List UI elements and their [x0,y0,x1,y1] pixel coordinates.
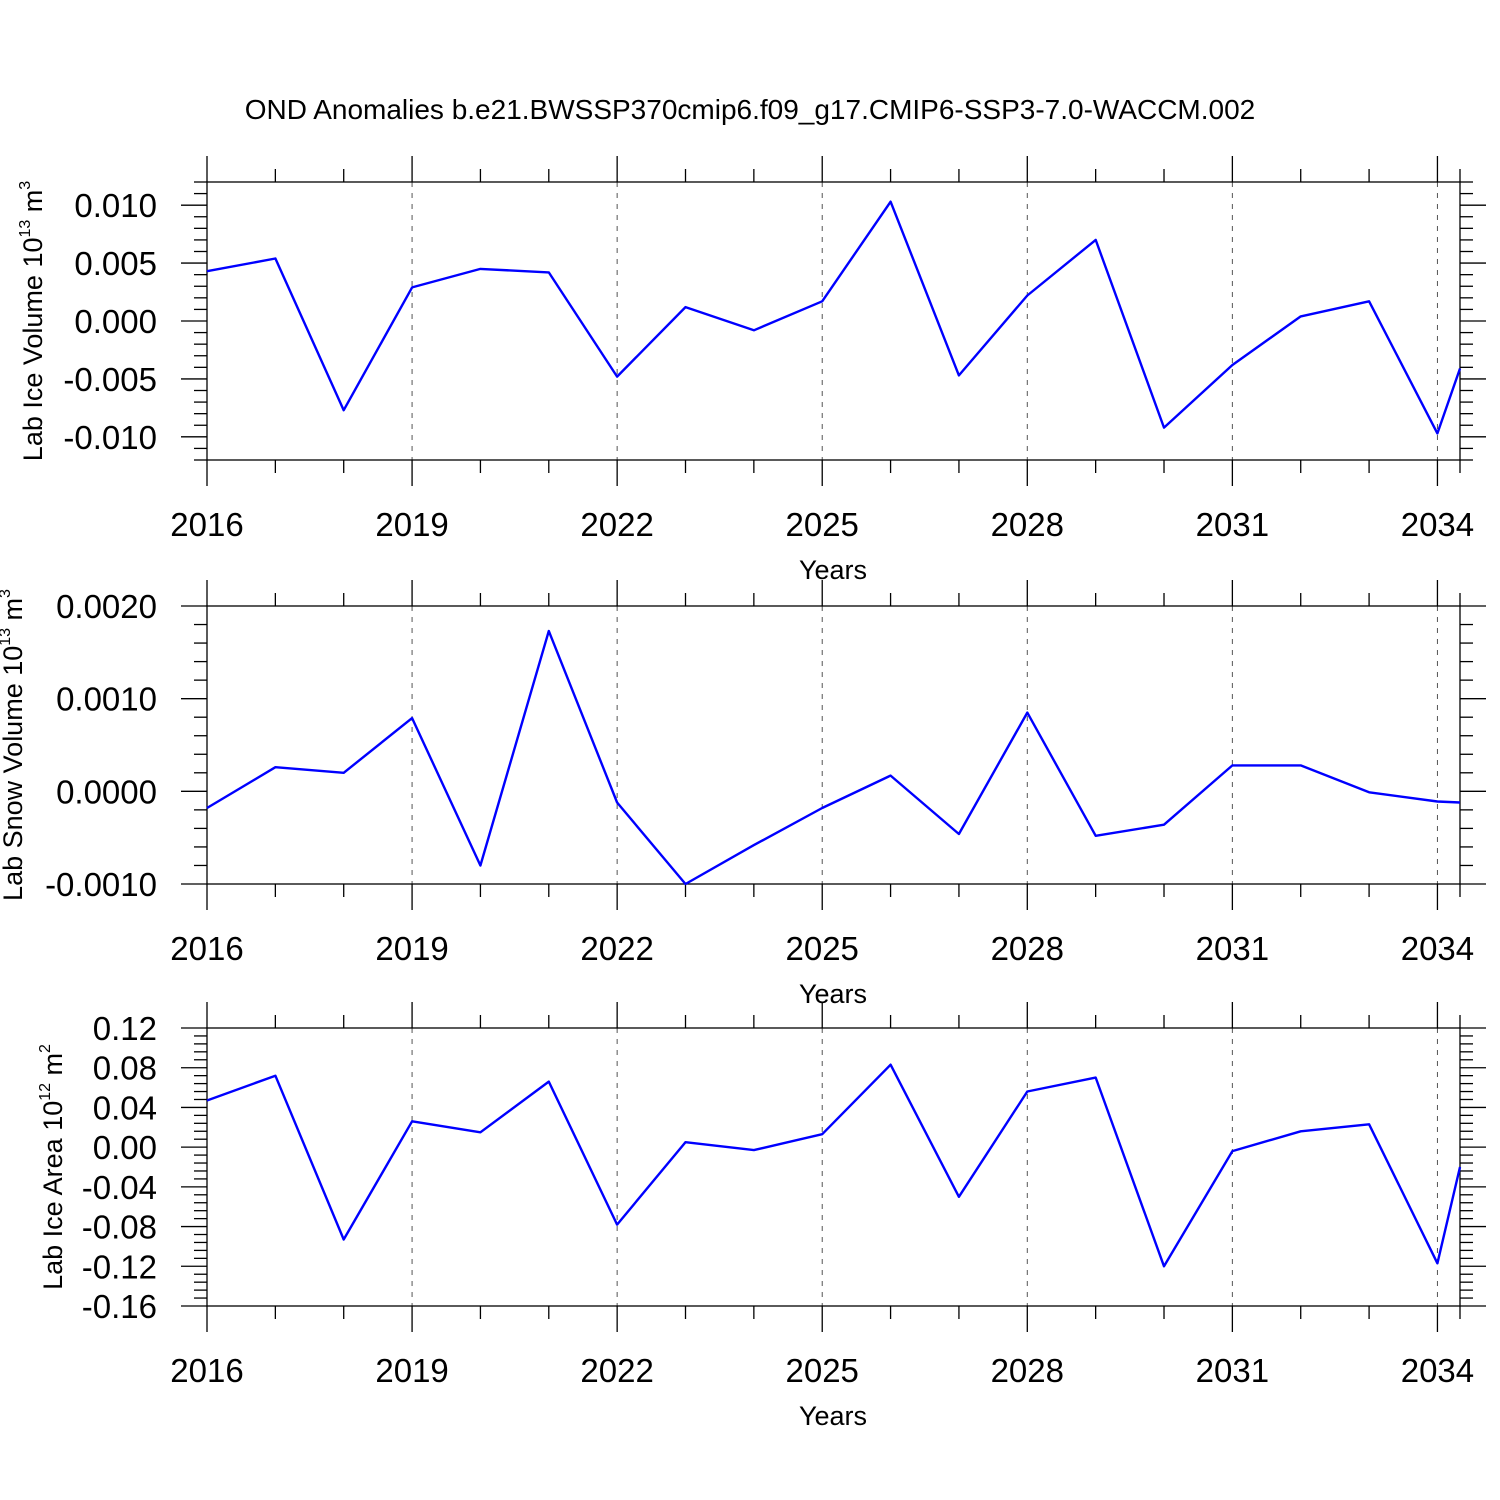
x-axis-label: Years [799,979,867,1009]
y-axis-label-text: m [18,190,48,220]
x-tick-label: 2028 [991,930,1064,967]
y-tick-label: -0.08 [82,1209,157,1246]
y-tick-label: 0.005 [74,245,157,282]
panel-ice-area: 2016 2019 2022 2025 2028 2031 2034Years-0.16-0… [37,1002,1486,1431]
x-tick-label: 2025 [786,1352,859,1389]
y-axis-label-superscript: 2 [37,1044,54,1053]
series-line-ice-volume [206,200,1462,435]
x-tick-label: 2031 [1196,1352,1269,1389]
x-tick-label: 2034 [1401,506,1474,543]
y-tick-label: 0.12 [93,1010,157,1047]
y-tick-label: -0.04 [82,1169,157,1206]
plot-frame [206,1027,1461,1307]
y-tick-label: 0.00 [93,1129,157,1166]
y-axis-label-text: Lab Ice Volume 10 [18,238,48,462]
y-axis-label-superscript: 12 [37,1083,54,1101]
y-tick-label: 0.0020 [56,588,157,625]
y-axis-label-superscript: 13 [17,220,34,238]
y-tick-label: 0.000 [74,303,157,340]
y-tick-label: 0.0010 [56,681,157,718]
plot-frame [206,605,1461,885]
y-tick-label: 0.08 [93,1050,157,1087]
y-axis-label-superscript: 3 [0,589,14,598]
y-axis-label-text: m [38,1053,68,1083]
y-axis-label-text: Lab Snow Volume 10 [0,646,28,901]
x-tick-label: 2016 [170,506,243,543]
x-axis-label: Years [799,555,867,585]
y-tick-label: -0.005 [63,361,157,398]
x-tick-label: 2019 [375,1352,448,1389]
y-tick-label: -0.16 [82,1288,157,1325]
series-line-ice-area [206,1063,1462,1268]
y-axis-label-text: m [0,598,28,628]
y-axis-label-superscript: 3 [17,181,34,190]
chart-title: OND Anomalies b.e21.BWSSP370cmip6.f09_g1… [245,94,1256,125]
x-tick-label: 2025 [786,506,859,543]
y-tick-label: -0.12 [82,1248,157,1285]
y-axis-label-text: Lab Ice Area 10 [38,1101,68,1290]
panels: 2016 2019 2022 2025 2028 2031 2034 Years -0.010 -… [0,156,1486,1431]
x-tick-label: 2025 [786,930,859,967]
x-tick-label: 2031 [1196,930,1269,967]
y-tick-label: -0.010 [63,419,157,456]
x-tick-label: 2016 [170,1352,243,1389]
y-axis-label: Lab Ice Area 1012 m2 [37,1044,68,1290]
series-line-snow-volume [206,629,1461,886]
plot-frame [206,181,1461,461]
y-tick-label: -0.0010 [45,866,157,903]
y-axis-label: Lab Ice Volume 1013 m3 [17,181,48,461]
x-tick-label: 2019 [375,930,448,967]
panel-ice-volume: 2016 2019 2022 2025 2028 2031 2034 Years -0.010 -… [17,156,1486,585]
x-tick-label: 2016 [170,930,243,967]
x-tick-label: 2034 [1401,1352,1474,1389]
y-axis-label: Lab Snow Volume 1013 m3 [0,589,28,901]
x-tick-label: 2031 [1196,506,1269,543]
x-tick-label: 2028 [991,1352,1064,1389]
x-tick-label: 2022 [580,506,653,543]
x-tick-label: 2022 [580,930,653,967]
x-axis-label: Years [799,1401,867,1431]
y-axis-label-superscript: 13 [0,628,14,646]
x-tick-label: 2034 [1401,930,1474,967]
y-tick-label: 0.010 [74,187,157,224]
y-tick-label: 0.04 [93,1089,157,1126]
x-tick-label: 2019 [375,506,448,543]
x-tick-label: 2022 [580,1352,653,1389]
y-tick-label: 0.0000 [56,773,157,810]
x-tick-label: 2028 [991,506,1064,543]
panel-snow-volume: 2016 2019 2022 2025 2028 2031 2034 Years -0.0010… [0,580,1486,1009]
